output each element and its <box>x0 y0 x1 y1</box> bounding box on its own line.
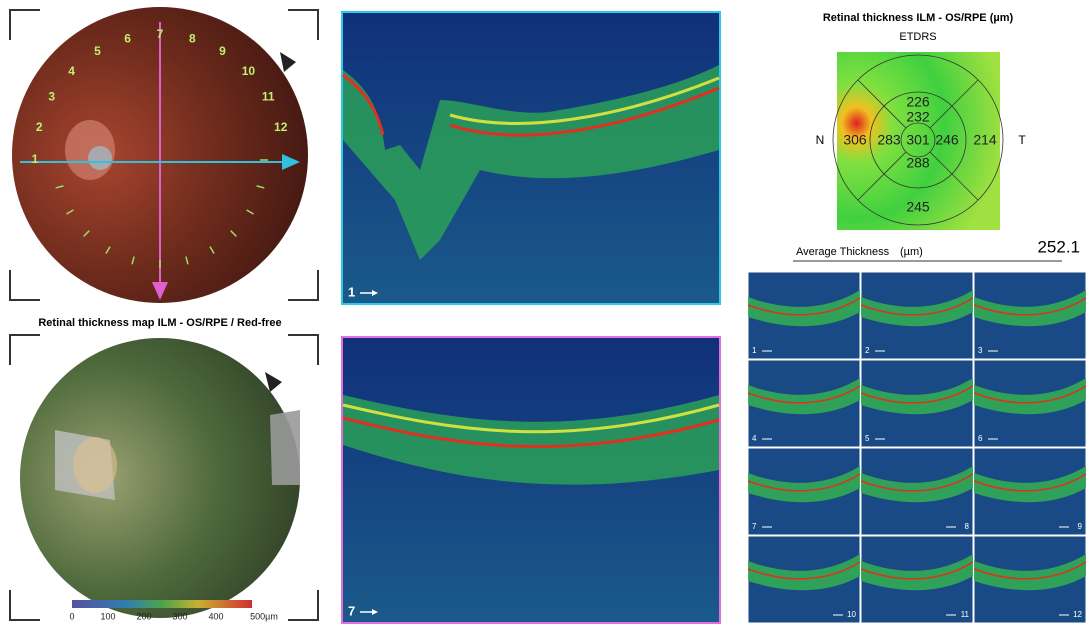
thumbnail-label: 6 <box>978 434 983 443</box>
thickness-map: 0 100 200 300 400 500µm <box>10 335 318 621</box>
scale-label: 100 <box>100 611 115 621</box>
clock-label: 11 <box>262 90 275 104</box>
etdrs-value: 283 <box>877 132 901 148</box>
nasal-label: N <box>816 133 825 147</box>
avg-value: 252.1 <box>1037 237 1080 256</box>
scale-label: 200 <box>136 611 151 621</box>
oct-scan: 1 <box>342 12 720 304</box>
etdrs-value: 214 <box>973 132 997 148</box>
oct-scan: 7 <box>342 337 720 623</box>
etdrs-subtitle: ETDRS <box>899 31 936 43</box>
clock-label: 7 <box>157 27 164 41</box>
thumbnail-label: 7 <box>752 522 757 531</box>
temporal-label: T <box>1018 133 1026 147</box>
thumbnail-label: 4 <box>752 434 757 443</box>
avg-unit: (µm) <box>900 246 923 258</box>
clock-label: 3 <box>48 90 55 104</box>
clock-label: 8 <box>189 31 196 45</box>
scan-label: 1 <box>348 284 355 299</box>
thumbnail-label: 1 <box>752 346 757 355</box>
scale-label: 300 <box>172 611 187 621</box>
thumbnail-label: 8 <box>965 522 970 531</box>
avg-label: Average Thickness <box>796 246 890 258</box>
etdrs-value: 288 <box>906 155 930 171</box>
etdrs-value: 301 <box>906 132 930 148</box>
etdrs-value: 246 <box>935 132 959 148</box>
thumbnail-label: 12 <box>1073 610 1082 619</box>
etdrs-value: 226 <box>906 94 930 110</box>
thumbnail-label: 11 <box>961 610 970 619</box>
thumbnail-label: 9 <box>1078 522 1083 531</box>
clock-label: 1 <box>32 152 39 166</box>
etdrs-title: Retinal thickness ILM - OS/RPE (µm) <box>823 12 1014 24</box>
clock-label: 6 <box>124 31 131 45</box>
clock-label: 12 <box>274 120 288 134</box>
oct-report: 123456789101112 Retinal thickness map IL… <box>0 0 1087 624</box>
etdrs-value: 232 <box>906 109 930 125</box>
thumbnail-label: 3 <box>978 346 983 355</box>
clock-label: 4 <box>68 64 75 78</box>
scan-label: 7 <box>348 603 355 618</box>
scale-label: 500µm <box>250 611 278 621</box>
thumbnail-label: 2 <box>865 346 870 355</box>
thumbnail-label: 10 <box>847 610 856 619</box>
thumbnail-label: 5 <box>865 434 870 443</box>
scale-label: 0 <box>69 611 74 621</box>
etdrs-value: 306 <box>843 132 867 148</box>
scale-label: 400 <box>208 611 223 621</box>
map-title: Retinal thickness map ILM - OS/RPE / Red… <box>38 317 281 329</box>
clock-label: 9 <box>219 44 226 58</box>
clock-label: 5 <box>94 44 101 58</box>
clock-label: 10 <box>242 64 256 78</box>
clock-label: 2 <box>36 120 43 134</box>
etdrs-value: 245 <box>906 199 930 215</box>
